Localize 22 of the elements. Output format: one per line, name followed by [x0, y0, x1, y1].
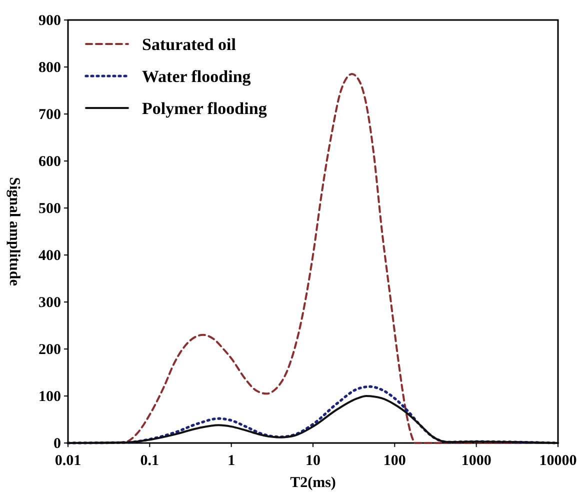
y-tick-label: 700 — [38, 107, 61, 123]
y-tick-label: 600 — [38, 154, 61, 170]
y-tick-label: 800 — [38, 60, 61, 76]
x-tick-label: 1 — [228, 453, 236, 469]
y-tick-label: 200 — [38, 342, 61, 358]
legend-label: Saturated oil — [142, 35, 236, 54]
x-tick-label: 0.1 — [140, 453, 160, 469]
y-tick-label: 0 — [54, 436, 61, 452]
x-axis-title: T2(ms) — [290, 475, 336, 491]
y-tick-label: 500 — [38, 201, 61, 217]
y-tick-label: 300 — [38, 295, 61, 311]
legend-label: Polymer flooding — [142, 99, 268, 118]
x-tick-label: 0.01 — [54, 453, 82, 469]
x-tick-label: 10000 — [539, 453, 577, 469]
y-axis-title: Signal amplitude — [6, 177, 22, 286]
x-tick-label: 100 — [383, 453, 406, 469]
y-tick-label: 400 — [38, 248, 61, 264]
y-tick-label: 100 — [38, 389, 61, 405]
legend-label: Water flooding — [142, 67, 252, 86]
y-tick-label: 900 — [38, 13, 61, 29]
x-tick-label: 10 — [306, 453, 320, 469]
x-tick-label: 1000 — [461, 453, 492, 469]
